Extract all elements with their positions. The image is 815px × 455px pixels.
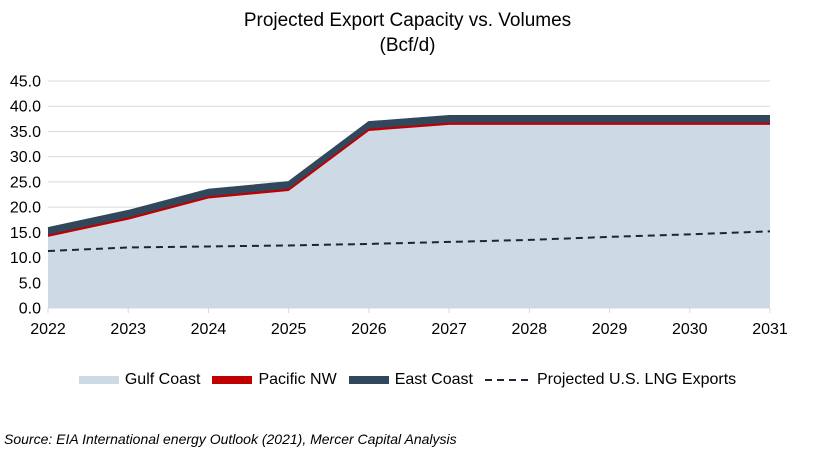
svg-text:2028: 2028	[512, 321, 548, 338]
legend-label-gulf-coast: Gulf Coast	[124, 371, 201, 388]
svg-text:45.0: 45.0	[10, 74, 41, 91]
svg-text:2023: 2023	[110, 321, 146, 338]
pacific-nw-swatch-icon	[212, 376, 253, 384]
gulf-coast-swatch-icon	[78, 376, 119, 384]
svg-text:2026: 2026	[351, 321, 387, 338]
svg-text:2025: 2025	[271, 321, 307, 338]
svg-text:40.0: 40.0	[10, 99, 41, 116]
svg-text:35.0: 35.0	[10, 124, 41, 141]
svg-text:2027: 2027	[431, 321, 467, 338]
svg-text:2030: 2030	[672, 321, 708, 338]
legend-label-east-coast: East Coast	[394, 371, 473, 388]
east-coast-swatch-icon	[348, 376, 389, 384]
source-note: Source: EIA International energy Outlook…	[4, 431, 457, 447]
svg-text:2031: 2031	[752, 321, 788, 338]
chart-title-line2: (Bcf/d)	[379, 35, 436, 56]
legend-label-projected-exports: Projected U.S. LNG Exports	[536, 371, 737, 388]
legend-item-east-coast: East Coast	[348, 371, 473, 389]
svg-text:10.0: 10.0	[10, 250, 41, 267]
chart-title-line1: Projected Export Capacity vs. Volumes	[243, 10, 572, 31]
chart-title: Projected Export Capacity vs. Volumes (B…	[0, 8, 815, 58]
svg-text:15.0: 15.0	[10, 225, 41, 242]
svg-text:5.0: 5.0	[19, 275, 41, 292]
legend: Gulf Coast Pacific NW East Coast Project…	[0, 371, 815, 389]
svg-text:2024: 2024	[191, 321, 227, 338]
legend-label-pacific-nw: Pacific NW	[258, 371, 337, 388]
svg-text:0.0: 0.0	[19, 301, 41, 318]
svg-text:30.0: 30.0	[10, 149, 41, 166]
plot-area: 0.0 5.0 10.0 15.0 20.0 25.0 30.0 35.0 40.0 45.0 20…	[10, 74, 788, 339]
svg-text:2022: 2022	[30, 321, 66, 338]
legend-item-pacific-nw: Pacific NW	[212, 371, 337, 389]
svg-text:2029: 2029	[592, 321, 628, 338]
legend-item-gulf-coast: Gulf Coast	[78, 371, 201, 389]
svg-text:25.0: 25.0	[10, 174, 41, 191]
svg-text:20.0: 20.0	[10, 200, 41, 217]
dashed-line-swatch-icon	[484, 379, 531, 381]
legend-item-projected-exports: Projected U.S. LNG Exports	[484, 371, 737, 389]
